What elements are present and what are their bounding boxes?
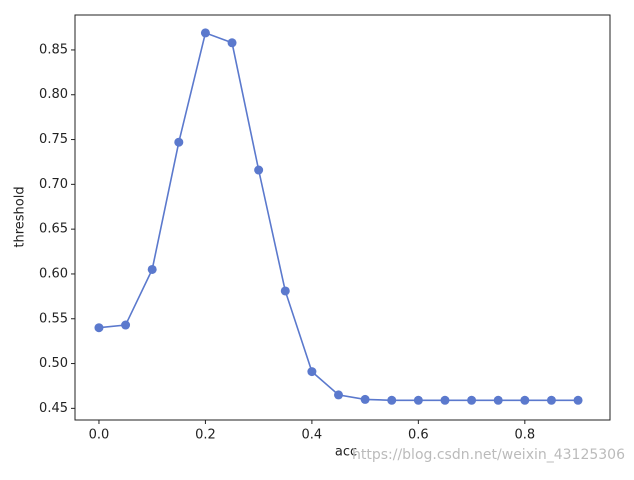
point [520,395,530,405]
y-tick-label: 0.80 [39,87,68,102]
x-tick-label: 0.6 [408,428,429,443]
y-tick-label: 0.85 [39,42,68,57]
y-tick-label: 0.75 [39,132,68,147]
plot-frame [74,14,611,421]
point [200,28,210,38]
point [94,323,104,333]
point [280,286,290,296]
point [227,38,237,48]
x-tick-label: 0.0 [89,428,110,443]
point [121,320,131,330]
point [467,395,477,405]
point [307,367,317,377]
point [387,395,397,405]
point [573,395,583,405]
series-line [98,31,579,402]
y-tick-label: 0.60 [39,266,68,281]
x-tick-label: 0.8 [514,428,535,443]
point [360,394,370,404]
x-tick-label: 0.2 [195,428,216,443]
x-axis-label: acc [335,445,357,460]
point [413,395,423,405]
point [493,395,503,405]
y-tick-label: 0.70 [39,177,68,192]
point [334,390,344,400]
y-tick-label: 0.45 [39,401,68,416]
point [254,165,264,175]
watermark: https://blog.csdn.net/weixin_43125306 [352,447,625,463]
y-tick-label: 0.65 [39,222,68,237]
point [147,264,157,274]
point [546,395,556,405]
y-axis-label: threshold [13,186,28,247]
y-tick-label: 0.50 [39,356,68,371]
x-tick-label: 0.4 [302,428,323,443]
y-tick-label: 0.55 [39,311,68,326]
point [174,137,184,147]
point [440,395,450,405]
